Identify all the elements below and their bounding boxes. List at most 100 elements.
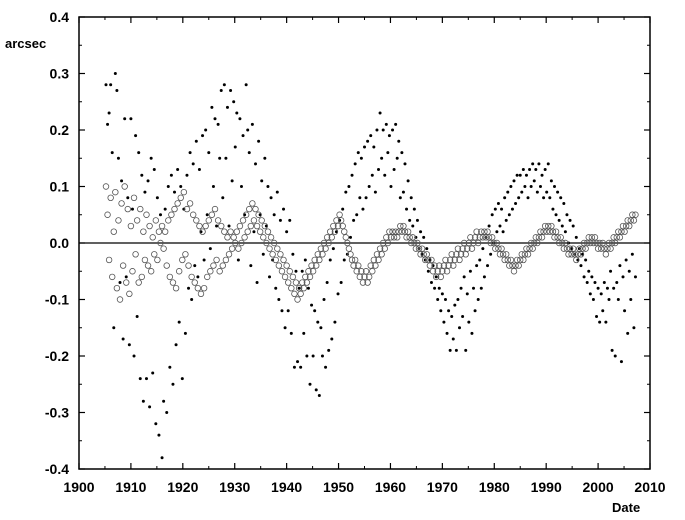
- filled-dot-point: [176, 168, 180, 172]
- open-circle-point: [351, 256, 359, 264]
- open-circle-point: [154, 256, 161, 264]
- open-circle-point: [361, 273, 368, 281]
- filled-dot-point: [319, 326, 323, 330]
- open-circle-point: [196, 222, 203, 230]
- filled-dot-point: [218, 156, 222, 160]
- open-circle-point: [208, 211, 216, 218]
- open-circle-point: [327, 228, 334, 235]
- filled-dot-point: [221, 196, 225, 200]
- open-circle-point: [541, 222, 549, 230]
- filled-dot-point: [157, 433, 161, 437]
- open-circle-point: [130, 194, 138, 201]
- open-circle-point: [481, 228, 488, 235]
- open-circle-point: [563, 245, 571, 252]
- open-circle-point: [305, 268, 312, 275]
- filled-dot-point: [616, 298, 620, 301]
- filled-dot-point: [208, 247, 212, 251]
- open-circle-point: [479, 234, 487, 241]
- open-circle-point: [141, 256, 149, 264]
- filled-dot-point: [629, 298, 633, 301]
- open-circle-point: [218, 222, 225, 230]
- filled-dot-point: [378, 111, 382, 115]
- filled-dot-point: [286, 309, 290, 313]
- filled-dot-point: [442, 320, 446, 324]
- open-circle-point: [440, 262, 448, 269]
- open-circle-point: [492, 245, 499, 252]
- filled-dot-point: [478, 258, 482, 262]
- filled-dot-point: [313, 309, 317, 313]
- filled-dot-point: [141, 399, 145, 403]
- filled-dot-point: [300, 269, 304, 273]
- filled-dot-point: [229, 88, 233, 92]
- open-circle-point: [531, 239, 538, 247]
- filled-dot-point: [308, 382, 312, 386]
- open-circle-point: [180, 188, 188, 196]
- open-circle-point: [118, 200, 125, 207]
- filled-dot-point: [235, 111, 239, 115]
- filled-dot-point: [169, 173, 173, 177]
- filled-dot-point: [294, 269, 298, 273]
- filled-dot-point: [107, 111, 111, 115]
- open-circle-point: [277, 251, 284, 258]
- open-circle-point: [515, 262, 522, 269]
- open-circle-point: [227, 228, 234, 235]
- filled-dot-point: [113, 72, 117, 75]
- filled-dot-point: [526, 196, 530, 200]
- open-circle-point: [555, 239, 563, 247]
- filled-dot-point: [364, 196, 368, 200]
- filled-dot-point: [230, 179, 234, 183]
- open-circle-point: [311, 256, 318, 264]
- filled-dot-point: [246, 128, 250, 132]
- open-circle-point: [320, 239, 328, 247]
- open-circle-point: [409, 234, 416, 241]
- open-circle-point: [467, 234, 474, 241]
- filled-dot-point: [506, 190, 510, 194]
- filled-dot-point: [358, 196, 362, 200]
- open-circle-point: [238, 239, 245, 247]
- open-circle-point: [297, 290, 304, 298]
- y-tick-label: -0.1: [45, 292, 69, 308]
- open-circle-point: [629, 211, 636, 218]
- filled-dot-point: [434, 275, 438, 279]
- filled-dot-point: [215, 224, 219, 228]
- filled-dot-point: [406, 179, 410, 183]
- filled-dot-point: [486, 264, 490, 268]
- open-circle-point: [317, 245, 325, 252]
- open-circle-point: [535, 234, 543, 241]
- open-circle-point: [478, 228, 485, 235]
- open-circle-point: [247, 222, 255, 230]
- filled-dot-point: [367, 185, 371, 188]
- open-circle-point: [568, 251, 575, 258]
- filled-dot-point: [348, 235, 352, 239]
- filled-dot-point: [521, 168, 525, 172]
- open-circle-point: [275, 262, 283, 269]
- open-circle-point: [233, 228, 241, 235]
- open-circle-point: [165, 217, 172, 224]
- open-circle-point: [456, 256, 463, 264]
- open-circle-point: [348, 256, 356, 264]
- open-circle-point: [194, 285, 202, 292]
- open-circle-point: [417, 251, 424, 258]
- filled-dot-point: [247, 151, 251, 155]
- filled-dot-point: [535, 190, 539, 194]
- open-circle-point: [601, 245, 608, 252]
- open-circle-point: [485, 234, 493, 241]
- open-circle-point: [404, 228, 412, 235]
- filled-dot-point: [554, 213, 558, 217]
- open-circle-point: [189, 211, 197, 218]
- y-axis-label: arcsec: [5, 36, 46, 51]
- open-circle-point: [632, 211, 639, 218]
- open-circle-point: [161, 228, 169, 235]
- filled-dot-point: [534, 168, 538, 172]
- open-circle-point: [521, 251, 529, 258]
- filled-dot-point: [465, 292, 469, 296]
- open-circle-point: [439, 268, 446, 275]
- filled-dot-point: [341, 207, 345, 211]
- open-circle-point: [523, 245, 530, 252]
- filled-dot-point: [134, 134, 138, 138]
- filled-dot-point: [403, 162, 407, 166]
- filled-dot-point: [576, 258, 580, 262]
- open-circle-point: [619, 222, 627, 230]
- open-circle-point: [493, 239, 501, 247]
- filled-dot-point: [201, 134, 205, 138]
